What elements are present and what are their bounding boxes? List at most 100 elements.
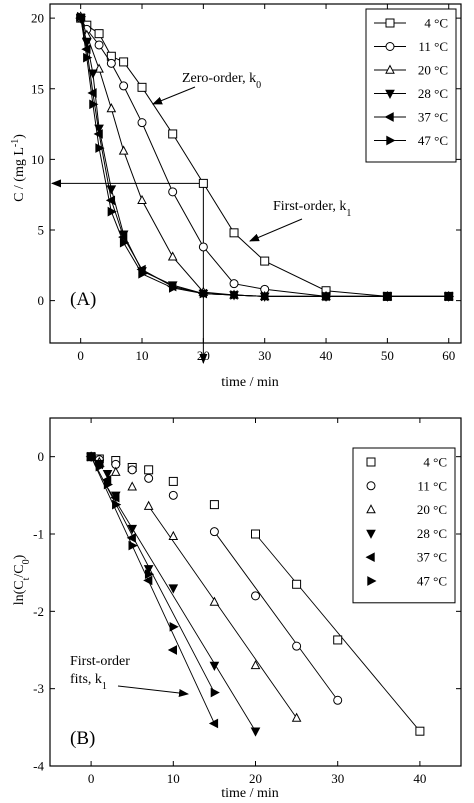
legend-entry-47-c: 47 °C [374,133,448,148]
annotation-zero-order-arrow [152,86,196,105]
panel-b-legend: 4 °C 11 °C 20 °C 28 °C 37 °C 47 °C [352,447,456,604]
data-point [251,529,260,539]
y-tick-label: 5 [38,223,45,238]
data-point [88,69,98,79]
y-tick-label: -4 [33,759,44,774]
legend-marker [365,552,375,563]
data-point [143,500,154,510]
data-point [167,645,177,655]
data-point [208,718,219,729]
data-point [199,288,209,299]
data-point [126,533,136,543]
svg-text:First-order, k1: First-order, k1 [273,199,351,219]
fit-line [107,487,256,732]
legend-entry-37-c: 37 °C [374,110,448,125]
data-point [127,465,137,475]
panel-b-label: (B) [70,728,95,749]
y-tick-label: 20 [31,11,44,26]
legend-marker [366,457,376,467]
legend-label: 11 °C [417,478,447,493]
y-tick-label: 0 [38,449,45,464]
data-point [94,29,104,39]
panel-a-label: (A) [70,289,96,310]
panel-b-ylabel: ln(Ct/C0) [12,554,32,605]
data-point [261,291,271,302]
legend-marker [366,481,376,491]
data-point [383,291,393,302]
series-line [80,16,449,297]
svg-text:Zero-order, k0: Zero-order, k0 [182,71,261,91]
data-point [144,569,155,580]
legend-entry-4-c: 4 °C [374,16,448,31]
panel-a-series [75,11,455,302]
legend-label: 28 °C [418,86,448,101]
data-point [168,187,178,197]
data-point [333,695,343,705]
legend-marker [367,576,377,586]
legend-label: 20 °C [418,63,448,78]
panel-b-xlabel: time / min [221,786,279,801]
panel-a-ticks [50,4,461,343]
fit-line [255,533,421,732]
data-point [292,579,302,589]
data-point [106,103,117,113]
data-point [229,279,239,289]
y-tick-label: -3 [33,681,44,696]
legend-entry-20-c: 20 °C [366,502,447,517]
data-point [168,530,179,541]
data-point [333,635,343,645]
data-point [138,268,148,279]
data-point [110,466,121,476]
legend-entry-20-c: 20 °C [374,63,448,78]
data-point [168,490,178,500]
x-tick-label: 60 [442,348,455,363]
legend-box [352,447,456,604]
legend-marker [386,135,396,146]
annotation-first-order-fits: First-order fits, k1 [70,654,189,697]
x-tick-label: 30 [331,771,344,786]
data-point [83,52,93,63]
data-point [87,88,97,98]
data-point [93,129,103,139]
legend-entry-28-c: 28 °C [374,86,448,101]
legend-label: 47 °C [418,133,448,148]
legend-box [365,8,457,163]
annotation-fits-arrow [117,685,189,697]
panel-b-tick-labels: 0 10 20 30 40 0 -1 -2 -3 -4 [33,449,426,786]
data-point [144,473,154,483]
legend-marker [366,529,376,539]
legend-marker [385,18,395,28]
series-47-c [87,451,220,698]
data-point [119,57,129,67]
data-point [169,621,179,632]
data-point [128,540,138,551]
data-point [168,129,178,139]
data-point [198,242,208,252]
data-point [168,283,179,293]
fit-line [148,505,297,719]
legend-marker [366,504,376,514]
data-point [118,145,129,155]
legend-marker [385,42,395,51]
data-point [94,124,104,134]
data-point [112,499,122,510]
x-tick-label: 30 [258,348,271,363]
legend-entry-11-c: 11 °C [374,39,448,54]
data-point [107,206,117,217]
series-47-c [76,11,455,302]
fit-line [90,456,215,724]
x-tick-label: 40 [320,348,333,363]
data-point [260,256,270,266]
data-point [167,251,178,261]
legend-entry-47-c: 47 °C [367,574,447,589]
data-point [198,178,208,188]
data-point [127,524,138,535]
x-tick-label: 0 [88,771,95,786]
x-tick-label: 10 [167,771,180,786]
data-point [250,659,261,670]
legend-label: 28 °C [417,526,447,541]
x-tick-label: 0 [77,348,84,363]
data-point [230,290,240,300]
y-tick-label: -1 [33,527,44,542]
